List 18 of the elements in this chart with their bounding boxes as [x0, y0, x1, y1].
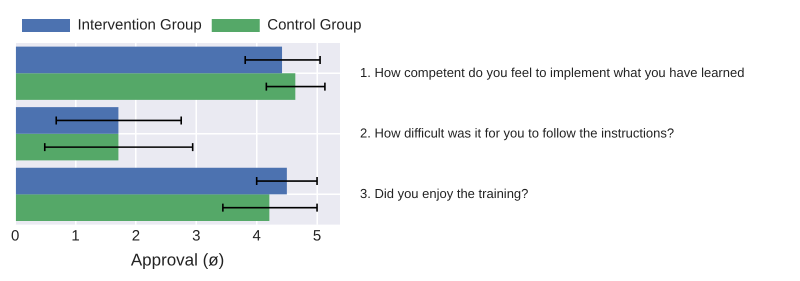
- legend-label: Intervention Group: [78, 16, 202, 34]
- bar: [16, 73, 296, 100]
- y-tick-label: 2. How difficult was it for you to follow the instructions?: [360, 125, 674, 140]
- bar: [16, 107, 118, 134]
- bar: [16, 168, 287, 194]
- x-axis-title: Approval (ø): [130, 250, 224, 270]
- bar: [16, 46, 282, 74]
- y-tick-label: 1. How competent do you feel to implement what you have learned: [360, 64, 744, 80]
- x-tick-label: 5: [312, 228, 322, 245]
- x-tick-label: 0: [11, 228, 20, 245]
- x-tick-label: 1: [71, 228, 80, 245]
- x-tick-label: 4: [252, 228, 261, 245]
- legend-label: Control Group: [267, 16, 362, 34]
- y-tick-label: 3. Did you enjoy the training?: [360, 186, 528, 201]
- bar: [16, 194, 270, 221]
- x-tick-label: 3: [192, 228, 200, 245]
- bar: [16, 134, 118, 160]
- x-tick-label: 2: [132, 228, 140, 245]
